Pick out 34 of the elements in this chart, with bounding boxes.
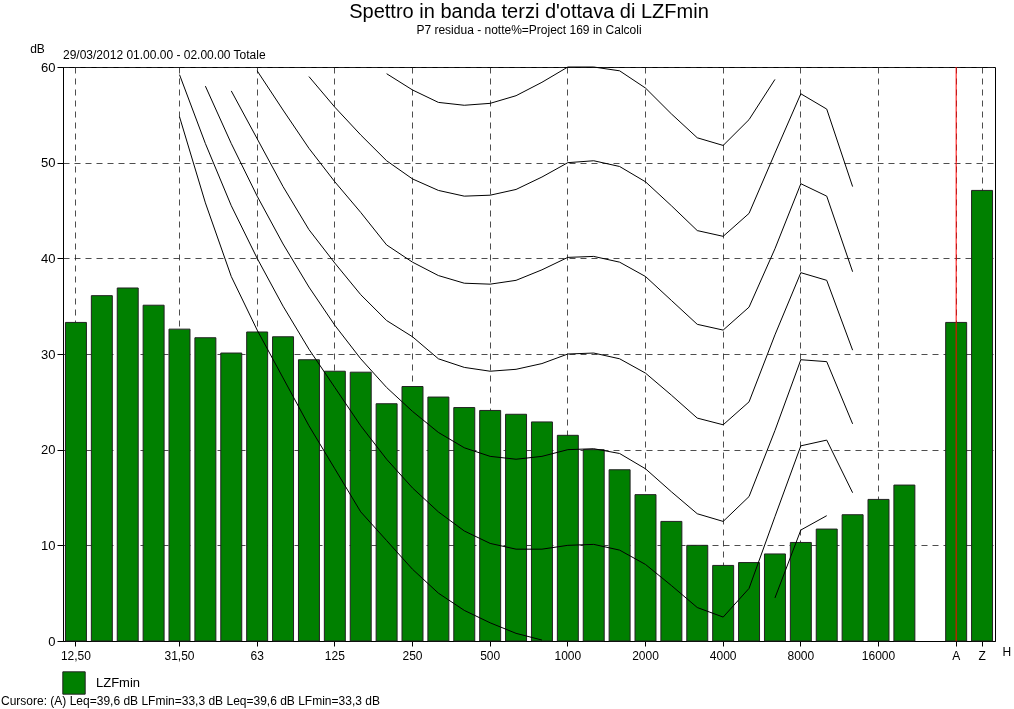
bar [763,553,786,642]
bar [738,562,761,642]
y-tick-label: 50 [41,155,56,171]
line-series [308,76,854,237]
line-series [230,90,854,426]
bar [116,287,139,642]
x-tick-label: 500 [480,648,501,663]
y-tick-label: 60 [41,59,56,75]
x-tick-label: 8000 [787,648,815,663]
y-tick-label: 10 [41,537,56,553]
x-tick-label: Z [978,648,986,663]
line-series [256,70,854,331]
x-tick-label: 63 [250,648,265,663]
x-axis-title: H [1002,644,1012,659]
x-tick-label: 31,50 [164,648,195,663]
legend-label: LZFmin [96,675,141,690]
y-tick-label: 20 [41,442,56,458]
x-tick-label: 125 [324,648,346,663]
x-tick-label: 12,50 [60,648,92,663]
y-tick-label: 0 [48,633,56,649]
x-tick-label: 16000 [861,648,896,663]
chart-subtitle: P7 residua - notte%=Project 169 in Calcoli [416,23,642,37]
x-tick-label: A [952,648,961,663]
x-tick-label: 1000 [554,648,582,663]
text: 29/03/2012 01.00.00 - 02.00.00 Totale [63,48,266,62]
line-series [204,85,854,522]
x-tick-label: 4000 [709,648,737,663]
y-tick-label: 40 [41,250,56,266]
x-tick-label: 2000 [632,648,660,663]
text: Cursore: (A) Leq=39,6 dB LFmin=33,3 dB Leq=39,6 dB LFmin=33,3 dB [1,694,380,708]
chart-title: Spettro in banda terzi d'ottava di LZFmin [349,0,709,22]
x-tick-label: 250 [402,648,423,663]
y-axis-title: dB [30,41,45,56]
y-tick-label: 30 [41,346,56,362]
